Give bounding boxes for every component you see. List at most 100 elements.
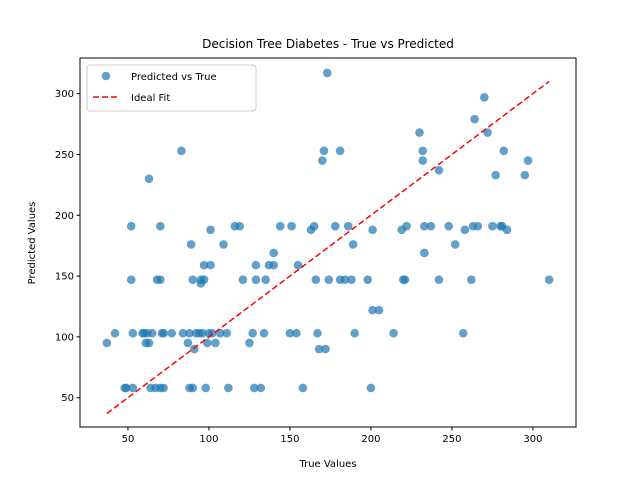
data-point: [251, 260, 261, 270]
data-point: [156, 221, 165, 231]
data-point: [159, 383, 168, 393]
x-tick-label: 150: [280, 434, 299, 445]
data-point: [523, 156, 533, 165]
data-point: [520, 170, 530, 180]
data-point: [269, 260, 279, 270]
data-point: [144, 338, 154, 348]
data-point: [313, 328, 322, 338]
data-point: [215, 328, 225, 338]
data-point: [473, 221, 483, 231]
plot-area: [79, 57, 577, 428]
data-point: [126, 275, 136, 285]
data-point: [245, 338, 254, 348]
data-point: [321, 344, 330, 354]
data-point: [400, 275, 410, 285]
data-point: [434, 165, 444, 175]
data-point: [144, 174, 154, 184]
y-tick-label: 50: [61, 393, 74, 404]
y-tick-label: 100: [55, 332, 74, 343]
data-point: [467, 275, 476, 285]
data-point: [458, 328, 468, 338]
data-point: [491, 170, 500, 180]
data-point: [222, 328, 232, 338]
y-tick-label: 300: [55, 89, 74, 100]
data-point: [322, 68, 332, 78]
y-tick-label: 250: [55, 150, 74, 161]
data-point: [340, 275, 350, 285]
y-axis-label: Predicted Values: [27, 202, 38, 285]
data-point: [275, 221, 285, 231]
data-point: [188, 275, 198, 285]
data-point: [183, 338, 193, 348]
data-point: [330, 221, 340, 231]
data-point: [147, 328, 157, 338]
data-point: [420, 248, 429, 258]
data-point: [319, 146, 329, 156]
chart-title: Decision Tree Diabetes - True vs Predict…: [202, 37, 454, 51]
data-point: [335, 146, 345, 156]
data-point: [363, 275, 372, 285]
data-point: [314, 344, 324, 354]
data-point: [256, 383, 266, 393]
data-point: [261, 275, 270, 285]
data-point: [251, 275, 261, 285]
data-point: [235, 221, 245, 231]
data-point: [287, 221, 296, 231]
data-point: [366, 383, 376, 393]
data-point: [544, 275, 554, 285]
data-point: [488, 221, 497, 231]
data-point: [348, 240, 358, 249]
data-point: [122, 383, 131, 393]
data-point: [198, 328, 207, 338]
data-point: [177, 146, 186, 156]
x-tick-label: 50: [122, 434, 135, 445]
data-point: [415, 128, 424, 137]
data-point: [502, 225, 512, 235]
data-point: [185, 328, 194, 338]
data-point: [238, 275, 248, 285]
data-point: [309, 221, 319, 231]
data-point: [178, 328, 188, 338]
data-point: [188, 383, 198, 393]
data-point: [102, 338, 112, 348]
data-point: [347, 275, 356, 285]
data-point: [418, 146, 428, 156]
data-point: [470, 114, 479, 124]
x-tick-label: 300: [523, 434, 542, 445]
data-point: [389, 328, 398, 338]
legend-label-line: Ideal Fit: [131, 93, 170, 104]
ideal-fit-line: [106, 80, 550, 415]
data-point: [460, 225, 470, 235]
x-axis-label: True Values: [298, 459, 356, 470]
data-point: [186, 240, 196, 249]
data-point: [324, 275, 334, 285]
data-point: [128, 328, 138, 338]
data-point: [298, 383, 308, 393]
data-point: [269, 248, 279, 258]
data-point: [434, 275, 444, 285]
data-point: [203, 338, 212, 348]
data-point: [126, 221, 136, 231]
data-point: [219, 240, 228, 249]
plot-frame: [79, 57, 577, 428]
data-point: [318, 156, 327, 165]
data-point: [199, 260, 209, 270]
data-point: [199, 275, 209, 285]
data-point: [350, 328, 360, 338]
data-point: [343, 221, 353, 231]
data-point: [259, 328, 269, 338]
x-tick-label: 100: [199, 434, 218, 445]
data-point: [418, 156, 428, 165]
data-point: [292, 328, 301, 338]
data-point: [167, 328, 176, 338]
data-point: [374, 305, 384, 315]
legend: Predicted vs True Ideal Fit: [86, 64, 257, 112]
x-tick-label: 200: [361, 434, 380, 445]
data-point: [483, 128, 492, 137]
data-point: [293, 260, 303, 270]
legend-marker-scatter: [101, 71, 111, 81]
legend-label-scatter: Predicted vs True: [131, 72, 217, 83]
y-tick-label: 150: [55, 272, 74, 283]
data-point: [224, 383, 233, 393]
